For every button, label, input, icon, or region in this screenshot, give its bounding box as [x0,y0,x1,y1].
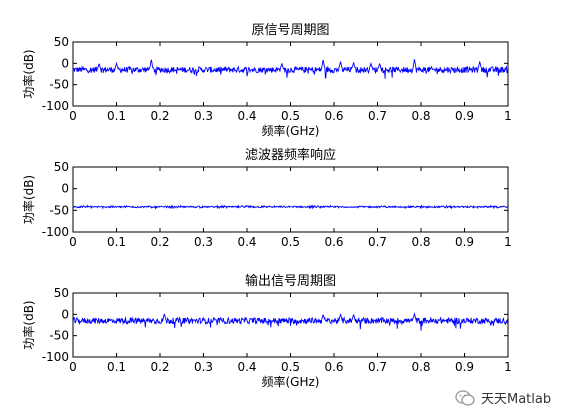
x-tick-label-1-6: 0.6 [324,109,343,123]
series-line-2 [72,204,509,210]
y-axis-label-2: 功率(dB) [21,175,36,224]
x-tick-label-1-10: 1 [504,109,512,123]
x-tick-label-3-4: 0.4 [237,360,256,374]
chart-title-1: 原信号周期图 [251,23,329,38]
x-tick-label-1-2: 0.2 [150,109,169,123]
y-tick-label-3-3: -100 [42,350,69,364]
x-tick-label-1-0: 0 [69,109,77,123]
y-tick-label-3-1: 0 [61,307,69,321]
y-tick-label-2-3: -100 [42,225,69,239]
y-tick-label-2-1: 0 [61,182,69,196]
y-tick-label-3-2: -50 [49,329,69,343]
watermark: 天天Matlab [455,388,551,407]
x-tick-label-2-8: 0.8 [411,235,430,249]
y-tick-label-2-0: 50 [54,160,69,174]
x-tick-label-3-0: 0 [69,360,77,374]
x-tick-label-2-10: 1 [504,235,512,249]
x-tick-label-3-6: 0.6 [324,360,343,374]
x-tick-label-3-1: 0.1 [107,360,126,374]
watermark-text: 天天Matlab [481,392,552,407]
y-tick-label-2-2: -50 [49,203,69,217]
x-tick-label-2-9: 0.9 [455,235,474,249]
x-tick-label-2-0: 0 [69,235,77,249]
chart-title-3: 输出信号周期图 [245,273,336,289]
x-tick-label-3-9: 0.9 [455,360,474,374]
x-tick-label-2-7: 0.7 [368,235,387,249]
x-tick-label-2-5: 0.5 [281,235,300,249]
y-axis-label-1: 功率(dB) [21,49,36,98]
x-tick-label-3-3: 0.3 [194,360,213,374]
x-tick-label-1-4: 0.4 [237,109,256,123]
x-tick-label-3-7: 0.7 [368,360,387,374]
x-tick-label-1-8: 0.8 [411,109,430,123]
x-tick-label-3-8: 0.8 [411,360,430,374]
x-tick-label-2-6: 0.6 [324,235,343,249]
x-tick-label-1-7: 0.7 [368,109,387,123]
axes-box-1 [72,41,509,107]
y-tick-label-1-3: -100 [42,99,69,113]
axes-box-2 [72,166,509,233]
y-tick-label-1-0: 50 [54,35,69,49]
x-tick-label-2-2: 0.2 [150,235,169,249]
x-tick-label-1-5: 0.5 [281,109,300,123]
y-tick-label-3-0: 50 [54,286,69,300]
series-line-3 [72,311,509,331]
x-tick-label-2-4: 0.4 [237,235,256,249]
wechat-icon [455,389,475,406]
y-axis-label-3: 功率(dB) [21,300,36,349]
y-tick-label-1-1: 0 [61,56,69,70]
series-line-1 [72,59,509,79]
x-axis-label-1: 频率(GHz) [262,123,320,138]
x-tick-label-3-10: 1 [504,360,512,374]
x-tick-label-2-3: 0.3 [194,235,213,249]
x-tick-label-1-1: 0.1 [107,109,126,123]
x-tick-label-1-3: 0.3 [194,109,213,123]
x-tick-label-2-1: 0.1 [107,235,126,249]
x-tick-label-3-5: 0.5 [281,360,300,374]
chart-title-2: 滤波器频率响应 [245,147,336,163]
x-tick-label-1-9: 0.9 [455,109,474,123]
x-axis-label-3: 频率(GHz) [262,374,320,389]
x-tick-label-3-2: 0.2 [150,360,169,374]
y-tick-label-1-2: -50 [49,78,69,92]
